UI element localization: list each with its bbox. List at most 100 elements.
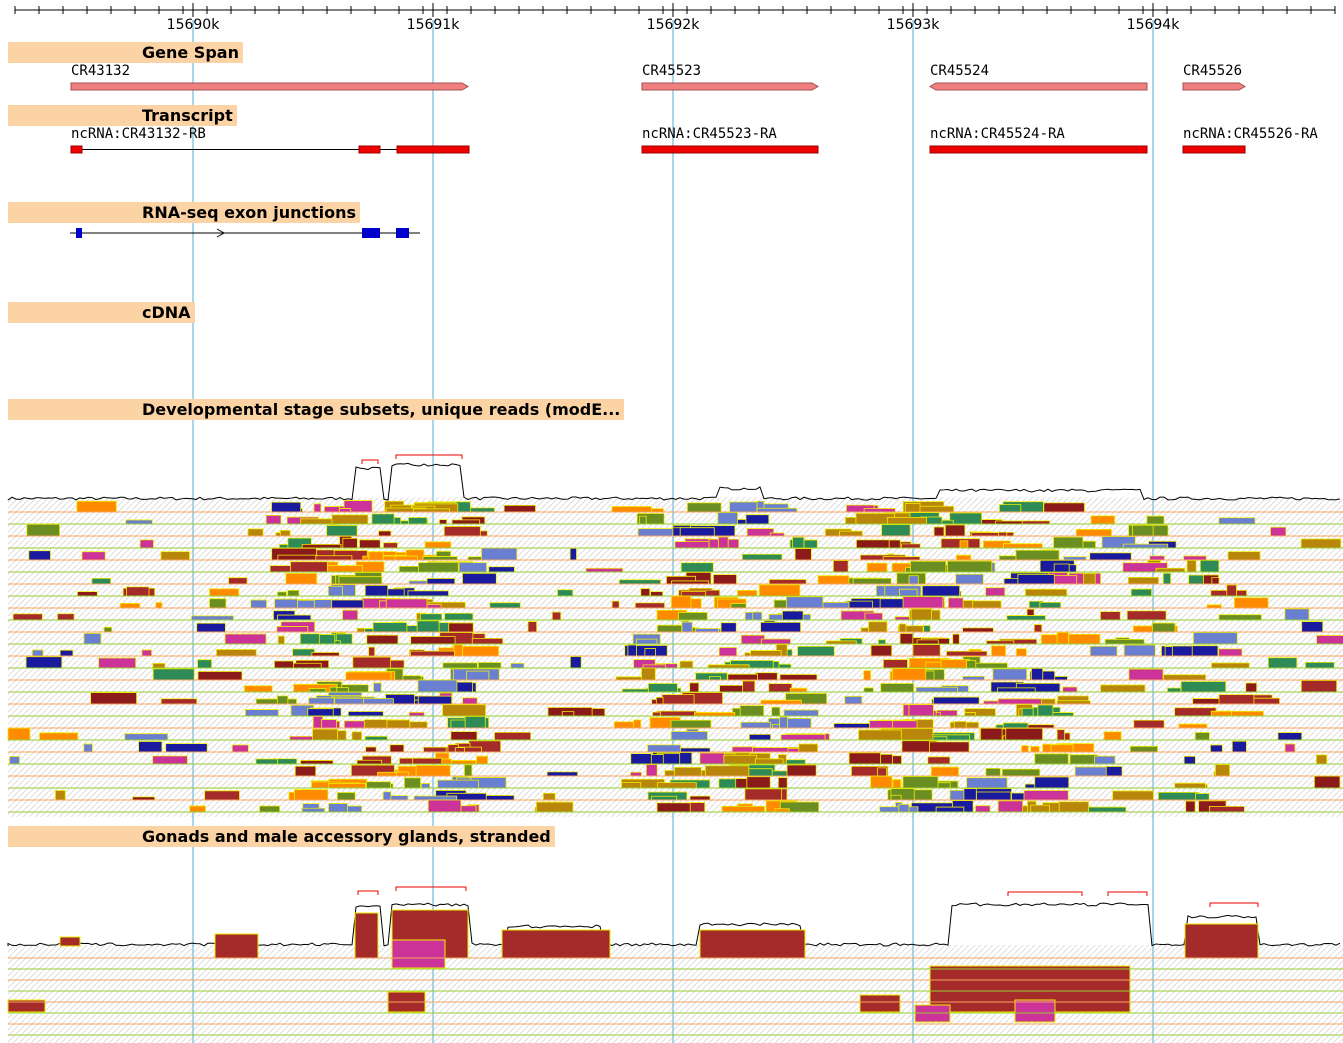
coverage-bump [1050, 744, 1074, 753]
coverage-bump [901, 543, 921, 549]
coverage-bump [785, 596, 824, 609]
coverage-bump [1167, 687, 1182, 693]
coverage-bump [1053, 536, 1084, 549]
coverage-bump [923, 625, 931, 633]
coverage-bump [26, 523, 60, 537]
coverage-bump [1186, 559, 1197, 573]
coverage-bump [331, 514, 369, 525]
coverage-bump [758, 584, 801, 597]
coverage-bump [640, 588, 651, 597]
coverage-bump [947, 560, 993, 573]
coverage-bump [935, 806, 965, 813]
coverage-bump [730, 603, 747, 609]
coverage-bump [81, 551, 106, 561]
coverage-bump [729, 501, 758, 513]
coverage-bump [373, 682, 382, 693]
coverage-bump [196, 622, 226, 633]
coverage-bump [1089, 552, 1132, 561]
coverage-bump [792, 536, 805, 549]
coverage-bump [997, 698, 1042, 705]
coverage-bump [1245, 682, 1258, 693]
coverage-bump [1068, 633, 1101, 645]
coverage-bump [1270, 526, 1287, 537]
coverage-bump [1149, 555, 1165, 561]
coverage-bump [412, 757, 443, 765]
coverage-bump [634, 602, 665, 609]
coverage-bump [789, 687, 808, 693]
coverage-bump [224, 633, 267, 645]
coverage-bump [466, 670, 490, 681]
coverage-bump [860, 627, 870, 633]
coverage-bump [737, 589, 758, 597]
coverage-bump [745, 514, 770, 525]
coverage-bump [647, 744, 682, 753]
coverage-bump [308, 697, 335, 705]
max-bracket [395, 886, 467, 891]
coverage-bump [1157, 791, 1199, 801]
coverage-bump [863, 508, 896, 513]
coverage-bump [645, 764, 658, 777]
coverage-bump [489, 602, 521, 609]
coverage-bump [611, 506, 652, 513]
coverage-bump [910, 608, 932, 621]
coverage-bump [902, 596, 944, 609]
coverage-bump [1132, 524, 1154, 537]
coverage-bump [385, 598, 428, 609]
coverage-bump [985, 587, 1006, 597]
coverage-block [354, 912, 379, 959]
coverage-bump [372, 622, 408, 633]
coverage-block [501, 929, 611, 959]
coverage-bump [744, 788, 783, 801]
coverage-bump [1191, 645, 1219, 657]
track-header: cDNA [8, 302, 195, 323]
coverage-bump [746, 528, 775, 537]
junction-arrow [216, 228, 226, 238]
coverage-bump [839, 530, 863, 537]
coverage-bump [1105, 766, 1123, 777]
coverage-bump [352, 656, 391, 669]
coverage-bump [152, 755, 188, 765]
coverage-bump [1300, 538, 1342, 549]
coverage-bump [328, 803, 348, 813]
coverage-bump [444, 612, 474, 621]
coverage-bump [955, 554, 972, 561]
coverage-bump [959, 540, 969, 549]
coverage-bump [975, 805, 991, 813]
coverage-bump [1218, 648, 1243, 657]
coverage-bump [1056, 729, 1065, 741]
coverage-bump [417, 679, 458, 693]
coverage-bump [77, 591, 98, 597]
coverage-bump [417, 695, 453, 705]
coverage-bump [627, 644, 637, 657]
coverage-bump [439, 519, 448, 525]
coverage-bump [419, 613, 443, 621]
coverage-bump [377, 771, 397, 777]
coverage-bump [410, 636, 456, 645]
coverage-bump [336, 792, 356, 801]
track-title: Gene Span [142, 43, 239, 62]
coverage-bump [656, 710, 697, 717]
coverage-bump [287, 589, 300, 597]
exon [396, 145, 470, 154]
feature-label: CR45524 [930, 63, 990, 79]
coverage-bump [55, 790, 66, 801]
coverage-bump [1033, 624, 1043, 633]
coverage-bump [119, 602, 141, 609]
coverage-bump [300, 518, 334, 525]
coverage-bump [858, 729, 902, 741]
coverage-bump [856, 539, 895, 549]
coverage-bump [985, 767, 1001, 777]
coverage-bump [890, 794, 902, 801]
coverage-bump [780, 734, 826, 741]
coverage-bump [639, 515, 647, 525]
coverage-bump [324, 506, 340, 513]
coverage-bump [551, 611, 562, 621]
coverage-bump [1083, 572, 1096, 585]
coverage-bump [91, 577, 112, 585]
coverage-bump [786, 764, 817, 777]
coverage-bump [1128, 668, 1164, 681]
coverage-bump [641, 667, 656, 681]
coverage-bump [290, 561, 328, 573]
max-bracket [1107, 891, 1148, 896]
coverage-bump [450, 731, 478, 741]
